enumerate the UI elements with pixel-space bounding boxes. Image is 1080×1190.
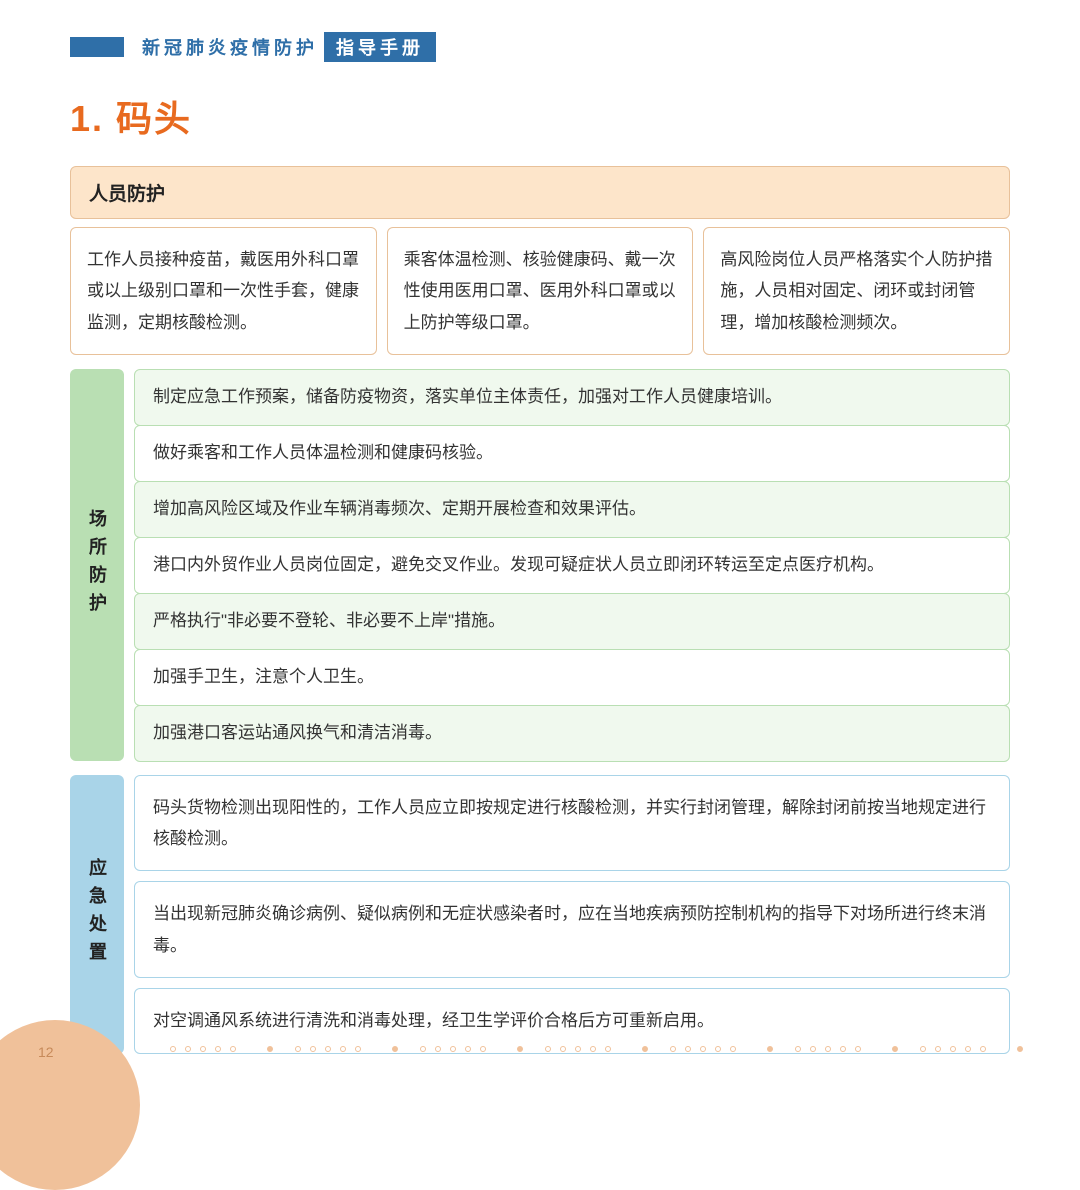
emergency-row: 对空调通风系统进行清洗和消毒处理，经卫生学评价合格后方可重新启用。 [134, 988, 1010, 1053]
header-badge: 指导手册 [324, 32, 436, 62]
site-row: 加强手卫生，注意个人卫生。 [134, 649, 1010, 706]
document-header: 新冠肺炎疫情防护 指导手册 [70, 32, 1010, 62]
site-protection-section: 场所防护 制定应急工作预案，储备防疫物资，落实单位主体责任，加强对工作人员健康培… [70, 369, 1010, 760]
emergency-row: 当出现新冠肺炎确诊病例、疑似病例和无症状感染者时，应在当地疾病预防控制机构的指导… [134, 881, 1010, 978]
site-row: 做好乘客和工作人员体温检测和健康码核验。 [134, 425, 1010, 482]
site-row: 增加高风险区域及作业车辆消毒频次、定期开展检查和效果评估。 [134, 481, 1010, 538]
site-row: 制定应急工作预案，储备防疫物资，落实单位主体责任，加强对工作人员健康培训。 [134, 369, 1010, 426]
emergency-label-text: 应急处置 [84, 858, 110, 970]
personnel-section-heading: 人员防护 [70, 166, 1010, 219]
personnel-col-1: 工作人员接种疫苗，戴医用外科口罩或以上级别口罩和一次性手套，健康监测，定期核酸检… [70, 227, 377, 355]
site-row: 严格执行"非必要不登轮、非必要不上岸"措施。 [134, 593, 1010, 650]
personnel-col-2: 乘客体温检测、核验健康码、戴一次性使用医用口罩、医用外科口罩或以上防护等级口罩。 [387, 227, 694, 355]
page-title: 1. 码头 [70, 90, 1010, 142]
header-accent-block [70, 37, 124, 57]
header-left-text: 新冠肺炎疫情防护 [142, 34, 318, 60]
site-label-text: 场所防护 [84, 509, 110, 621]
emergency-row: 码头货物检测出现阳性的，工作人员应立即按规定进行核酸检测，并实行封闭管理，解除封… [134, 775, 1010, 872]
page-number: 12 [38, 1044, 54, 1060]
site-row: 港口内外贸作业人员岗位固定，避免交叉作业。发现可疑症状人员立即闭环转运至定点医疗… [134, 537, 1010, 594]
personnel-columns: 工作人员接种疫苗，戴医用外科口罩或以上级别口罩和一次性手套，健康监测，定期核酸检… [70, 227, 1010, 355]
site-label: 场所防护 [70, 369, 124, 760]
site-row: 加强港口客运站通风换气和清洁消毒。 [134, 705, 1010, 762]
emergency-section: 应急处置 码头货物检测出现阳性的，工作人员应立即按规定进行核酸检测，并实行封闭管… [70, 775, 1010, 1054]
emergency-label: 应急处置 [70, 775, 124, 1054]
personnel-col-3: 高风险岗位人员严格落实个人防护措施，人员相对固定、闭环或封闭管理，增加核酸检测频… [703, 227, 1010, 355]
